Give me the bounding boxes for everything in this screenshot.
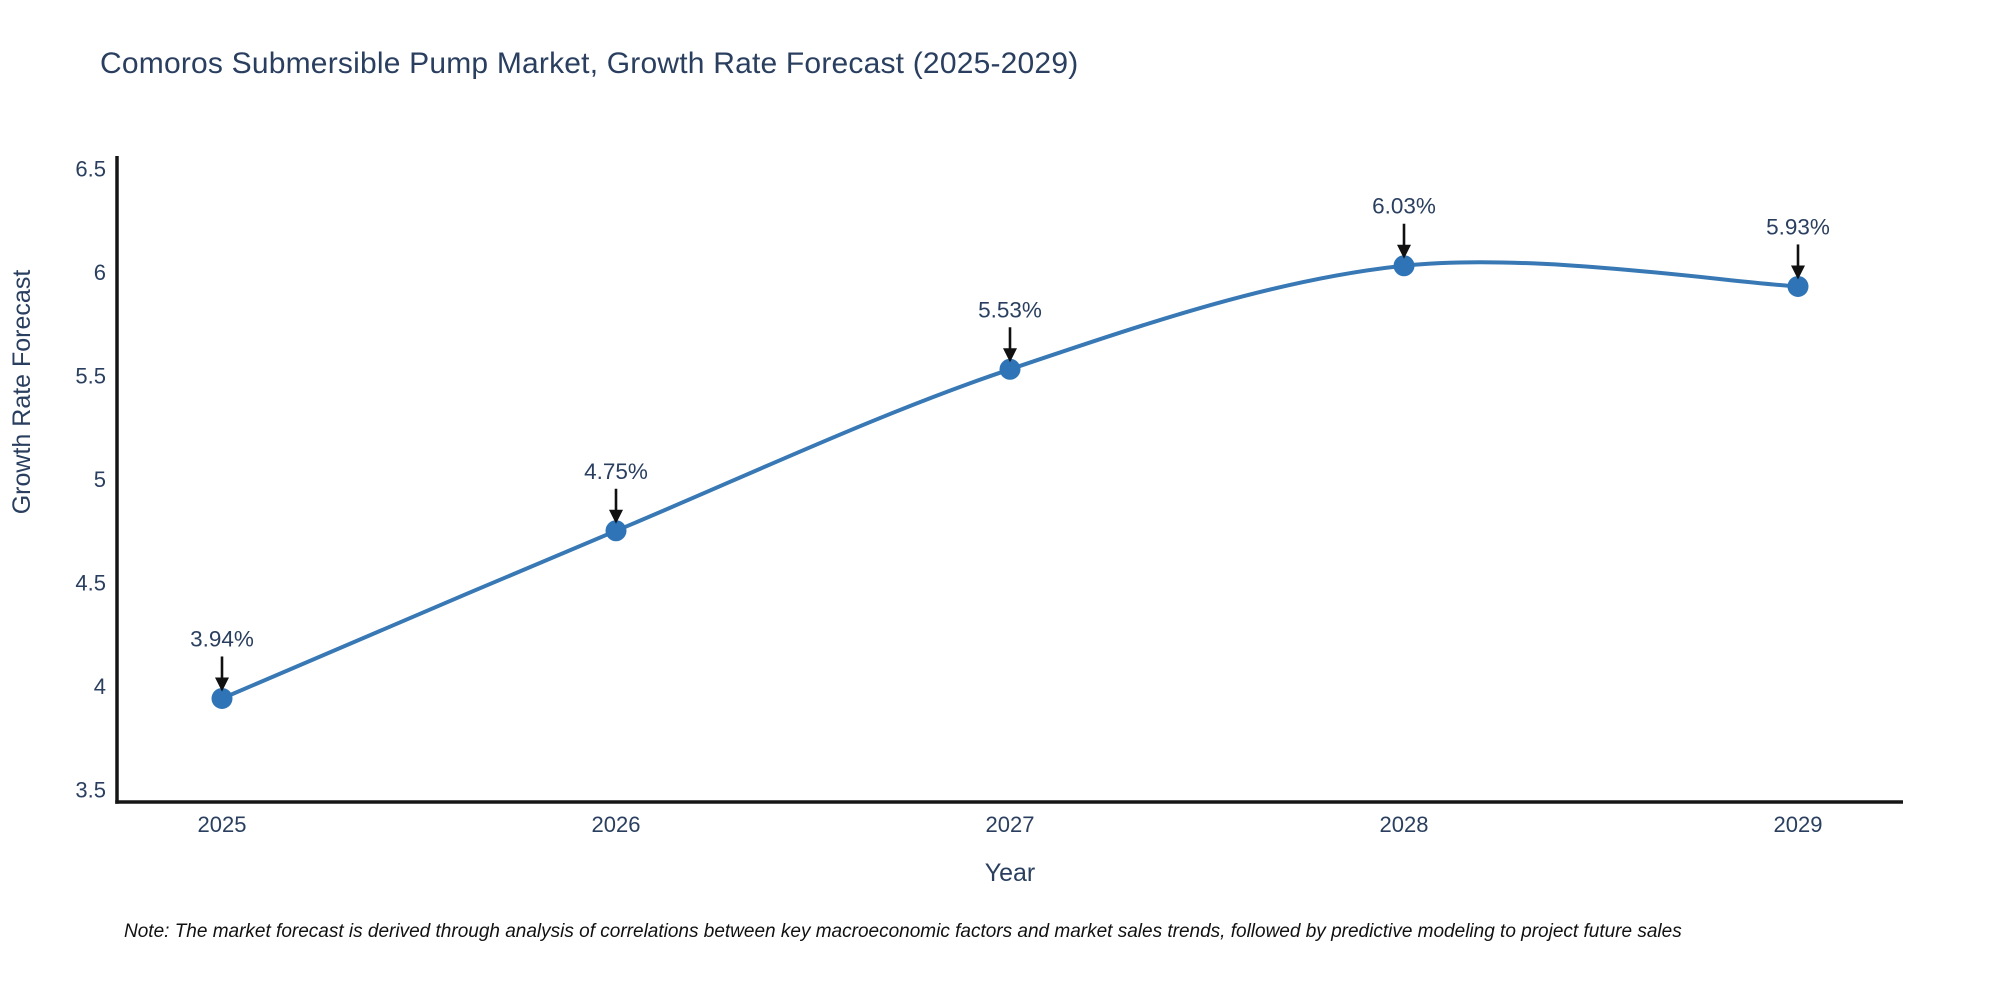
data-point-marker-2027[interactable] <box>999 358 1021 380</box>
y-tick-label-4.5: 4.5 <box>75 571 106 596</box>
x-tick-label-2028: 2028 <box>1380 812 1429 837</box>
x-tick-label-2026: 2026 <box>592 812 641 837</box>
annotation-arrowhead-icon <box>1397 244 1411 259</box>
point-label-2025: 3.94% <box>190 626 254 651</box>
y-tick-label-3.5: 3.5 <box>75 778 106 803</box>
x-axis-title: Year <box>985 859 1036 887</box>
point-label-2027: 5.53% <box>978 297 1042 322</box>
x-tick-label-2027: 2027 <box>986 812 1035 837</box>
point-label-2028: 6.03% <box>1372 194 1436 219</box>
point-label-2029: 5.93% <box>1766 214 1830 239</box>
y-tick-label-4: 4 <box>94 674 106 699</box>
x-tick-label-2025: 2025 <box>198 812 247 837</box>
annotation-arrowhead-icon <box>215 677 229 692</box>
data-point-marker-2028[interactable] <box>1393 255 1415 277</box>
annotation-arrowhead-icon <box>1003 348 1017 363</box>
x-tick-label-2029: 2029 <box>1774 812 1823 837</box>
point-label-2026: 4.75% <box>584 459 648 484</box>
data-point-marker-2025[interactable] <box>211 687 233 709</box>
y-tick-label-6.5: 6.5 <box>75 156 106 181</box>
y-tick-label-6: 6 <box>94 260 106 285</box>
y-tick-label-5.5: 5.5 <box>75 363 106 388</box>
annotation-arrowhead-icon <box>1791 265 1805 280</box>
chart-title: Comoros Submersible Pump Market, Growth … <box>100 47 1079 80</box>
annotation-arrowhead-icon <box>609 509 623 524</box>
data-point-marker-2026[interactable] <box>605 520 627 542</box>
data-point-marker-2029[interactable] <box>1787 275 1809 297</box>
y-tick-label-5: 5 <box>94 467 106 492</box>
chart-footnote: Note: The market forecast is derived thr… <box>124 921 1682 942</box>
y-axis-title: Growth Rate Forecast <box>8 270 36 515</box>
